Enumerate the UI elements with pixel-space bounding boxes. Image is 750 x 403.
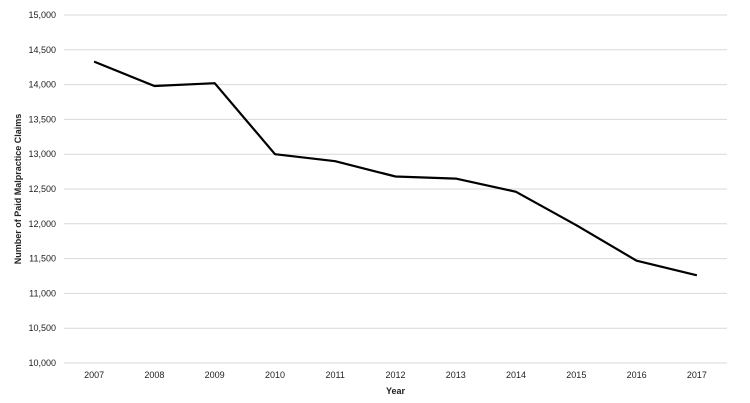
x-tick-label: 2017 [687,370,707,380]
y-tick-labels: 10,000 10,500 11,000 11,500 12,000 12,500 13,0… [28,10,56,368]
y-tick-label: 10,000 [28,358,56,368]
y-tick-label: 14,500 [28,45,56,55]
y-tick-label: 13,500 [28,114,56,124]
series-layer [93,60,698,277]
y-axis-title: Number of Paid Malpractice Claims [13,114,23,265]
x-axis-title: Year [386,386,406,396]
series-line [93,60,698,277]
x-tick-labels: 2007 2008 2009 2010 2011 2012 2013 2014 2015 2016… [84,370,707,380]
x-tick-label: 2013 [446,370,466,380]
y-tick-label: 11,500 [29,254,56,264]
y-tick-label: 15,000 [28,10,56,20]
x-tick-label: 2014 [506,370,526,380]
x-tick-label: 2009 [205,370,225,380]
y-tick-label: 11,000 [29,288,56,298]
gridlines [64,14,727,364]
y-tick-label: 12,000 [28,219,56,229]
y-tick-label: 12,500 [28,184,56,194]
x-tick-label: 2011 [326,370,345,380]
y-tick-label: 13,000 [28,149,56,159]
x-tick-label: 2010 [265,370,285,380]
x-tick-label: 2007 [84,370,104,380]
x-tick-label: 2016 [627,370,647,380]
x-tick-label: 2015 [566,370,586,380]
x-tick-label: 2008 [144,370,164,380]
x-tick-label: 2012 [385,370,405,380]
y-tick-label: 10,500 [28,323,56,333]
y-tick-label: 14,000 [28,80,56,90]
